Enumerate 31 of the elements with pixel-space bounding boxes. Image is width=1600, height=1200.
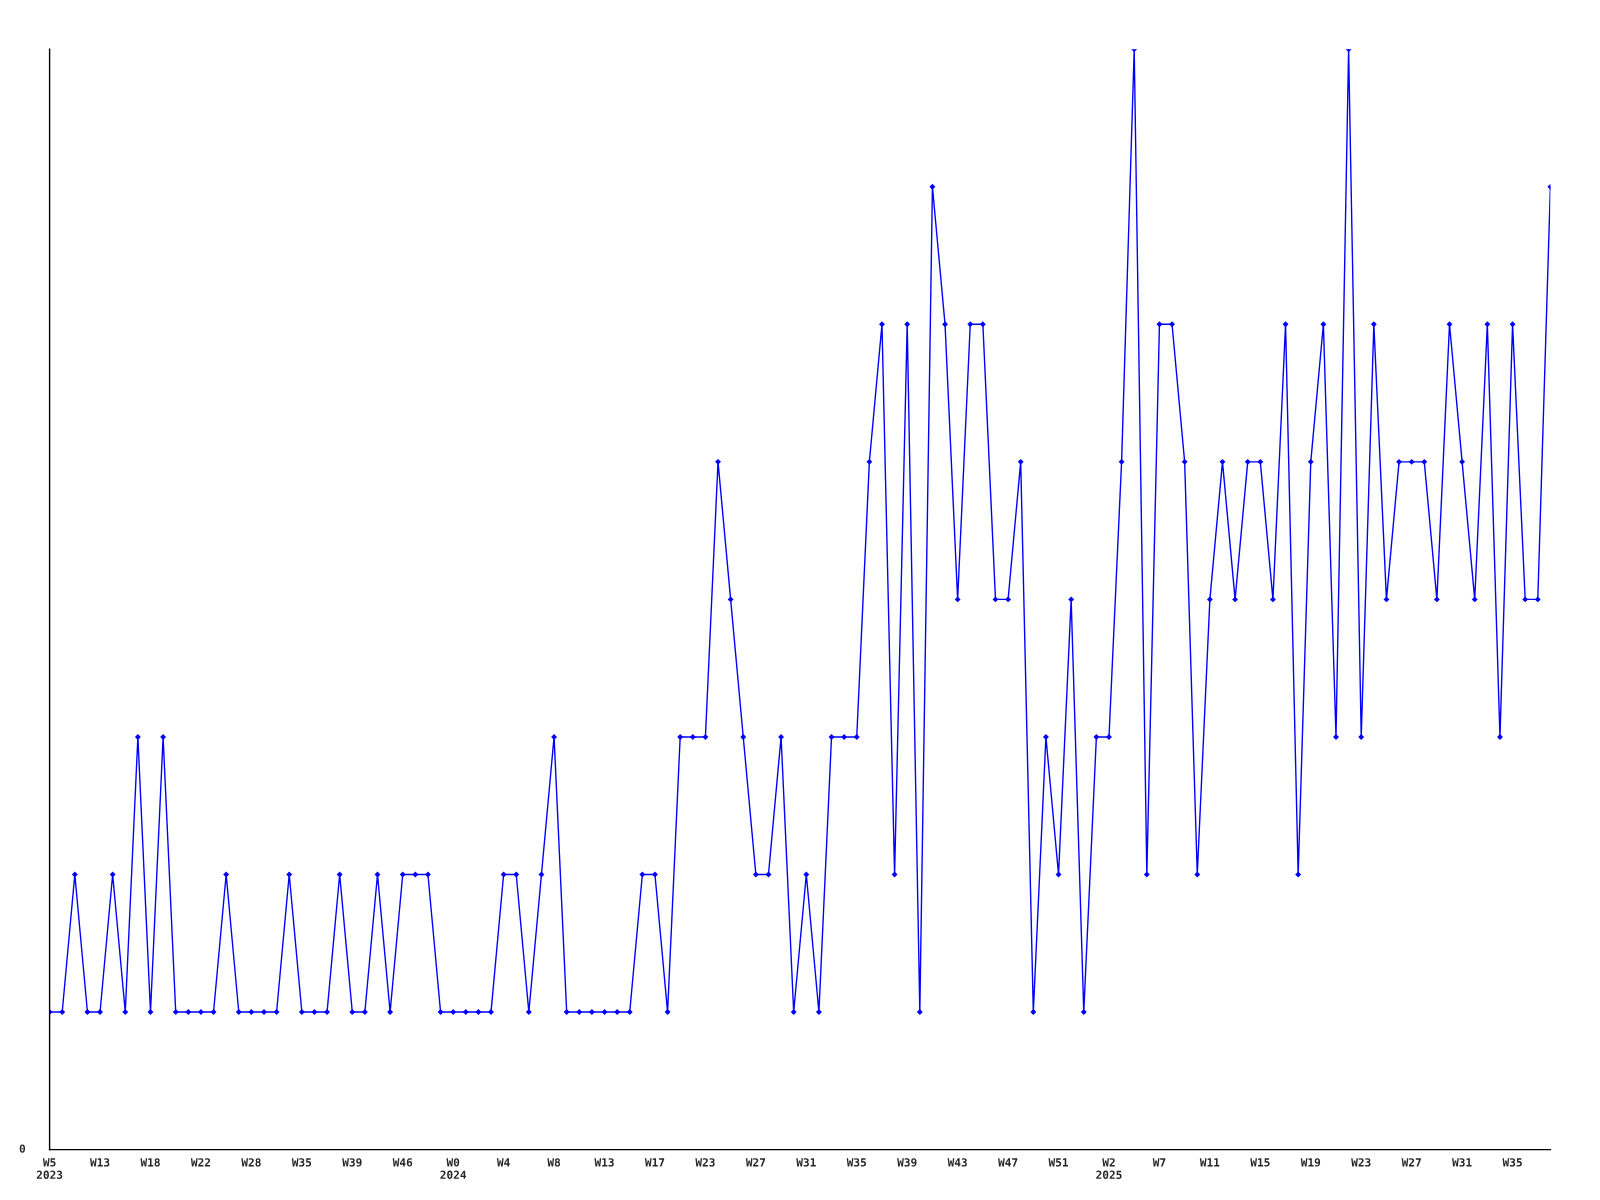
x-tick-label: W0 2024 xyxy=(440,1158,467,1179)
x-tick-label: W46 xyxy=(392,1158,413,1167)
x-tick-label: W13 xyxy=(594,1158,614,1167)
x-tick-label: W11 xyxy=(1199,1158,1220,1167)
x-tick-label: W35 xyxy=(291,1158,312,1167)
x-tick-label: W5 2023 xyxy=(36,1158,63,1179)
text: 0 xyxy=(19,1144,26,1153)
x-tick-label: W27 xyxy=(745,1158,766,1167)
x-tick-label: W47 xyxy=(998,1158,1018,1167)
x-tick-label: W28 xyxy=(241,1158,261,1167)
x-tick-label: W35 xyxy=(846,1158,867,1167)
x-tick-label: W31 xyxy=(1452,1158,1472,1167)
x-tick-label: W23 xyxy=(695,1158,715,1167)
x-tick-label: W51 xyxy=(1048,1158,1069,1167)
x-tick-label: W17 xyxy=(644,1158,665,1167)
x-tick-label: W39 xyxy=(342,1158,362,1167)
x-tick-label: W27 xyxy=(1401,1158,1421,1167)
x-tick-label: W13 xyxy=(90,1158,110,1167)
x-tick-label: W19 xyxy=(1300,1158,1321,1167)
x-tick-label: W2 2025 xyxy=(1096,1158,1122,1179)
x-tick-label: W18 xyxy=(140,1158,160,1167)
x-tick-label: W23 xyxy=(1351,1158,1371,1167)
x-tick-label: W15 xyxy=(1250,1158,1270,1167)
x-tick-label: W8 xyxy=(547,1158,561,1167)
x-tick-label: W7 xyxy=(1152,1158,1166,1167)
x-tick-label: W22 xyxy=(190,1158,211,1167)
x-tick-label: W43 xyxy=(947,1158,967,1167)
x-tick-label: W31 xyxy=(796,1158,816,1167)
x-tick-label: W39 xyxy=(897,1158,917,1167)
x-tick-label: W4 xyxy=(496,1158,510,1167)
x-tick-label: W35 xyxy=(1502,1158,1522,1167)
